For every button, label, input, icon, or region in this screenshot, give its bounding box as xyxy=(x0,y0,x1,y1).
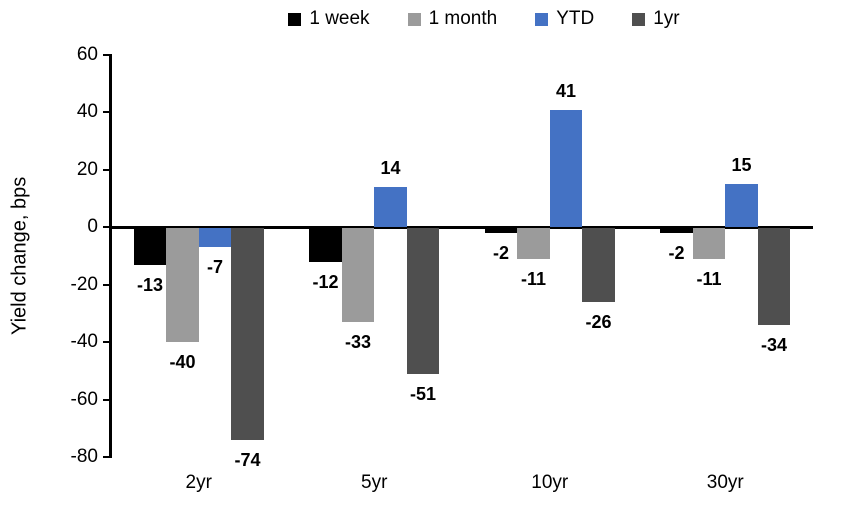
x-category-label-2yr: 2yr xyxy=(185,472,212,493)
bar-1yr-10yr xyxy=(582,228,615,302)
legend-item-1yr: 1yr xyxy=(632,8,680,30)
bar-ytd-10yr xyxy=(549,109,583,228)
bar-value-label: -74 xyxy=(234,449,261,470)
y-tick-label: -20 xyxy=(70,273,98,295)
bar-value-label: -7 xyxy=(206,257,223,278)
y-tick-mark xyxy=(103,226,111,229)
bar-1-week-30yr xyxy=(660,228,693,234)
y-tick-mark xyxy=(103,168,111,171)
y-tick-label: 40 xyxy=(76,101,98,123)
y-tick-label: -80 xyxy=(70,446,98,467)
y-tick-label: -40 xyxy=(70,331,98,353)
y-tick-mark xyxy=(103,398,111,401)
y-tick-mark xyxy=(103,54,111,56)
bar-ytd-5yr xyxy=(374,187,407,228)
bar-1yr-2yr xyxy=(231,228,264,440)
bar-value-label: 41 xyxy=(555,80,577,101)
legend-label: 1 month xyxy=(428,8,498,29)
legend-swatch-icon xyxy=(288,12,302,26)
bar-1-week-10yr xyxy=(484,228,518,234)
legend-label: 1 week xyxy=(309,8,370,29)
legend-label: 1yr xyxy=(653,8,680,29)
bar-1-week-2yr xyxy=(133,228,167,265)
legend-swatch-icon xyxy=(535,12,549,26)
bar-1yr-5yr xyxy=(406,228,440,374)
bar-value-label: 14 xyxy=(380,158,401,179)
bar-1-month-10yr xyxy=(517,228,550,259)
bar-1yr-30yr xyxy=(757,228,791,325)
y-tick-label: 20 xyxy=(76,158,98,180)
bar-value-label: -2 xyxy=(492,243,509,264)
chart-legend: 1 week 1 month YTD 1yr xyxy=(116,8,852,30)
y-axis-line xyxy=(109,54,112,458)
bar-value-label: -33 xyxy=(344,332,371,353)
bar-ytd-30yr xyxy=(725,184,758,228)
bar-value-label: -13 xyxy=(136,274,163,295)
bar-value-label: -2 xyxy=(668,243,685,264)
bar-value-label: -40 xyxy=(169,352,196,373)
x-category-label-30yr: 30yr xyxy=(706,472,744,493)
legend-item-1-week: 1 week xyxy=(288,8,370,30)
legend-item-1-month: 1 month xyxy=(407,8,498,30)
bar-value-label: -11 xyxy=(696,268,722,289)
legend-label: YTD xyxy=(556,8,595,29)
y-tick-mark xyxy=(103,341,111,344)
y-tick-label: -60 xyxy=(70,388,98,410)
legend-swatch-icon xyxy=(632,12,646,26)
bar-1-month-2yr xyxy=(166,228,199,343)
y-tick-label: 60 xyxy=(76,44,98,65)
bar-value-label: -11 xyxy=(520,268,547,289)
y-tick-mark xyxy=(103,283,111,286)
y-tick-mark xyxy=(103,456,111,458)
bar-1-month-5yr xyxy=(341,228,375,323)
y-tick-label: 0 xyxy=(87,216,98,238)
bar-1-week-5yr xyxy=(309,228,342,262)
bar-1-month-30yr xyxy=(692,228,726,259)
bar-value-label: -51 xyxy=(409,383,436,404)
x-axis-zero-line xyxy=(109,225,813,229)
y-tick-mark xyxy=(103,111,111,114)
legend-item-ytd: YTD xyxy=(535,8,594,30)
bar-value-label: -12 xyxy=(312,271,339,292)
bar-value-label: -26 xyxy=(585,311,612,332)
bar-ytd-2yr xyxy=(198,228,232,248)
x-category-label-5yr: 5yr xyxy=(361,472,388,493)
legend-swatch-icon xyxy=(407,12,421,26)
bar-value-label: 15 xyxy=(731,155,752,176)
bar-value-label: -34 xyxy=(760,334,787,355)
x-category-label-10yr: 10yr xyxy=(531,472,569,493)
